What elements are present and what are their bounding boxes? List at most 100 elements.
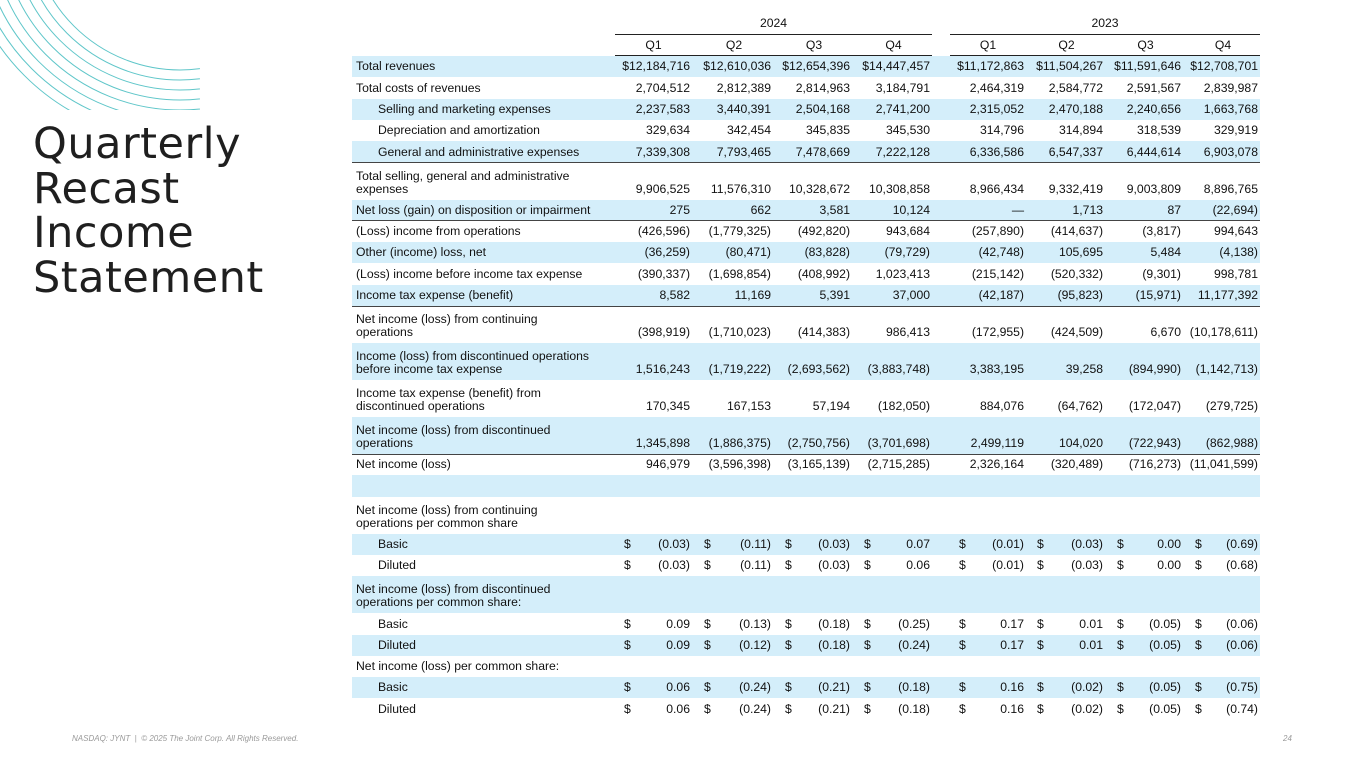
value-cell: $11,591,646 — [1114, 59, 1181, 74]
value-cell: (64,762) — [1057, 399, 1103, 413]
value-cell: 1,516,243 — [635, 362, 690, 376]
value-cell: 0.17 — [1000, 637, 1024, 652]
value-cell: (1,710,023) — [708, 325, 771, 339]
value-cell: 2,741,200 — [875, 101, 930, 116]
value-cell: (9,301) — [1142, 266, 1181, 281]
row-shade — [352, 576, 1260, 614]
row-rule — [352, 305, 1260, 307]
label-line: Diluted — [378, 637, 416, 652]
row-label: Net income (loss) from discontinued opera… — [356, 424, 550, 450]
row-label: Basic — [378, 536, 408, 551]
value-cell: 345,530 — [885, 123, 930, 138]
value-cell: 11,576,310 — [710, 181, 771, 196]
value-cell: 6,336,586 — [969, 144, 1024, 159]
row-shade — [352, 343, 1260, 380]
quarter-header: Q1 — [645, 38, 662, 52]
value-cell: 87 — [1167, 202, 1181, 217]
currency-symbol: $ — [959, 536, 966, 551]
value-cell: (1,779,325) — [708, 224, 771, 239]
value-cell: (0.18) — [898, 701, 930, 716]
quarter-header: Q2 — [1058, 38, 1075, 52]
currency-symbol: $ — [1117, 558, 1124, 573]
label-line: Basic — [378, 680, 408, 695]
value-cell: 1,663,768 — [1203, 101, 1258, 116]
value-cell: 884,076 — [979, 399, 1024, 413]
value-cell: (2,715,285) — [867, 457, 930, 472]
value-cell: (172,955) — [971, 325, 1024, 339]
value-cell: (10,178,611) — [1189, 325, 1258, 339]
value-cell: (0.05) — [1149, 637, 1181, 652]
row-label: Selling and marketing expenses — [378, 102, 551, 116]
value-cell: (0.21) — [818, 680, 850, 695]
currency-symbol: $ — [1117, 536, 1124, 551]
value-cell: (0.05) — [1149, 680, 1181, 695]
value-cell: 6,903,078 — [1203, 144, 1258, 159]
currency-symbol: $ — [864, 558, 871, 573]
currency-symbol: $ — [785, 536, 792, 551]
value-cell: 57,194 — [812, 399, 850, 413]
value-cell: (215,142) — [971, 266, 1024, 281]
currency-symbol: $ — [1195, 680, 1202, 695]
row-label: Total selling, general and administrativ… — [356, 169, 569, 196]
row-shade — [352, 199, 1260, 221]
value-cell: (1,698,854) — [708, 266, 771, 281]
year-header: 2023 — [1091, 16, 1119, 30]
currency-symbol: $ — [1037, 536, 1044, 551]
value-cell: 3,184,791 — [875, 80, 930, 95]
value-cell: (0.02) — [1071, 680, 1103, 695]
row-label: Net income (loss) from discontinued opera… — [356, 583, 550, 609]
label-line: (Loss) income before income tax expense — [356, 266, 583, 281]
value-cell: (42,187) — [978, 288, 1024, 302]
value-cell: (42,748) — [978, 245, 1024, 260]
value-cell: (0.01) — [992, 558, 1024, 573]
value-cell: (0.05) — [1149, 701, 1181, 716]
header-rule — [950, 34, 1260, 35]
value-cell: 0.01 — [1079, 616, 1103, 631]
value-cell: (390,337) — [637, 266, 690, 281]
value-cell: (894,990) — [1128, 362, 1181, 376]
row-shade — [352, 533, 1260, 555]
value-cell: 994,643 — [1213, 224, 1258, 239]
value-cell: 1,345,898 — [635, 436, 690, 450]
value-cell: (83,828) — [804, 245, 850, 260]
row-shade — [352, 475, 1260, 497]
value-cell: (257,890) — [971, 224, 1024, 239]
value-cell: 1,023,413 — [875, 266, 930, 281]
label-line: before income tax expense — [356, 362, 503, 376]
quarter-header: Q1 — [979, 38, 997, 52]
currency-symbol: $ — [864, 701, 871, 716]
label-line: Net loss (gain) on disposition or impair… — [356, 202, 591, 217]
quarter-header: Q2 — [725, 38, 743, 52]
row-shade — [352, 242, 1260, 264]
value-cell: (0.06) — [1226, 637, 1258, 652]
currency-symbol: $ — [1195, 637, 1202, 652]
currency-symbol: $ — [864, 637, 871, 652]
value-cell: (0.06) — [1226, 616, 1258, 631]
row-label: Income tax expense (benefit) from discont… — [356, 387, 541, 413]
value-cell: 0.09 — [666, 637, 690, 652]
quarter-header: Q4 — [885, 38, 902, 52]
row-rule — [352, 162, 1260, 163]
value-cell: (862,988) — [1205, 436, 1258, 450]
label-line: Basic — [378, 536, 408, 551]
value-cell: (0.03) — [818, 536, 850, 551]
value-cell: 0.06 — [666, 680, 690, 695]
value-cell: 2,464,319 — [969, 80, 1024, 95]
value-cell: (492,820) — [797, 224, 850, 239]
currency-symbol: $ — [785, 680, 792, 695]
label-line: General and administrative expenses — [378, 144, 580, 159]
value-cell: (1,886,375) — [708, 436, 771, 450]
value-cell: (15,971) — [1135, 288, 1181, 302]
value-cell: (1,142,713) — [1195, 362, 1258, 376]
value-cell: (80,471) — [725, 245, 771, 260]
value-cell: (11,041,599) — [1189, 457, 1258, 472]
value-cell: 7,222,128 — [875, 144, 930, 159]
value-cell: (279,725) — [1205, 399, 1258, 413]
value-cell: 0.06 — [666, 701, 690, 716]
row-label: Depreciation and amortization — [378, 124, 540, 137]
header-rule — [950, 55, 1260, 56]
value-cell: 2,326,164 — [969, 457, 1024, 472]
value-cell: 6,670 — [1150, 325, 1182, 339]
row-label: Total costs of revenues — [356, 81, 481, 95]
value-cell: (426,596) — [637, 224, 690, 239]
